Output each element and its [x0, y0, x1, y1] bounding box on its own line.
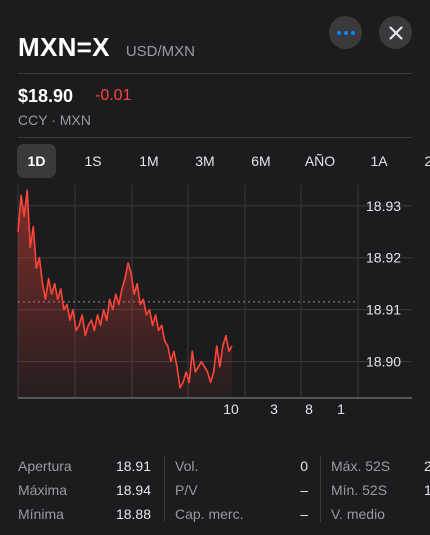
exchange-info: CCY · MXN	[18, 112, 91, 128]
price-chart[interactable]: 18.93 18.92 18.91 18.90 10 3 8 1	[0, 185, 430, 425]
stat-label: Cap. merc.	[175, 506, 244, 522]
range-ytd[interactable]: AÑO	[304, 153, 336, 169]
stats-divider	[320, 456, 321, 522]
stat-value: 2	[424, 458, 430, 474]
stats-divider	[164, 456, 165, 522]
x-tick-label: 10	[223, 401, 239, 417]
more-button[interactable]	[329, 16, 362, 49]
price-line	[17, 189, 233, 389]
x-tick-label: 8	[305, 401, 313, 417]
ticker-symbol: MXN=X	[18, 32, 110, 62]
y-tick-label: 18.92	[366, 250, 401, 266]
close-icon	[388, 25, 403, 40]
y-tick-label: 18.90	[366, 354, 401, 370]
header-divider	[18, 73, 412, 74]
range-selector: 1D 1S 1M 3M 6M AÑO 1A 2A	[17, 144, 430, 178]
stat-value: 1	[424, 482, 430, 498]
price-area	[18, 190, 232, 398]
more-icon	[336, 30, 355, 35]
stat-label: Apertura	[18, 458, 72, 474]
stat-value: 0	[300, 458, 308, 474]
stat-value: –	[300, 506, 308, 522]
range-3m[interactable]: 3M	[195, 153, 215, 169]
x-tick-label: 1	[337, 401, 345, 417]
stat-value: –	[300, 482, 308, 498]
y-tick-label: 18.91	[366, 302, 401, 318]
range-1a[interactable]: 1A	[370, 153, 388, 169]
current-price: $18.90	[18, 86, 74, 106]
range-6m[interactable]: 6M	[251, 153, 271, 169]
x-tick-label: 3	[270, 401, 278, 417]
range-2a[interactable]: 2A	[424, 153, 430, 169]
range-1d[interactable]: 1D	[17, 144, 56, 178]
stat-label: P/V	[175, 482, 198, 498]
stat-label: Mín. 52S	[331, 482, 388, 498]
stat-value: 18.88	[115, 506, 151, 522]
price-change: -0.01	[95, 87, 132, 104]
stat-label: Máx. 52S	[331, 458, 391, 474]
range-1m[interactable]: 1M	[139, 153, 159, 169]
y-tick-label: 18.93	[366, 198, 401, 214]
stats-panel: Apertura 18.91 Máxima 18.94 Mínima 18.88…	[0, 456, 430, 526]
stat-label: Mínima	[18, 506, 64, 522]
stat-label: V. medio	[331, 506, 385, 522]
stat-value: 18.94	[115, 482, 151, 498]
close-button[interactable]	[379, 16, 412, 49]
currency-pair: USD/MXN	[125, 43, 195, 60]
range-1s[interactable]: 1S	[84, 153, 102, 169]
stat-label: Máxima	[18, 482, 68, 498]
stat-label: Vol.	[175, 458, 199, 474]
stat-value: 18.91	[115, 458, 151, 474]
header: MXN=X USD/MXN	[18, 32, 195, 63]
info-divider	[18, 137, 412, 138]
